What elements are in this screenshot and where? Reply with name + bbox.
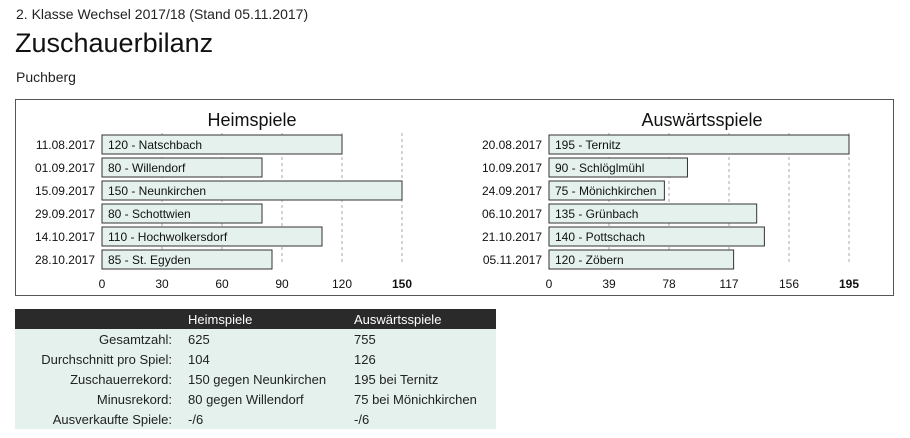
stats-away-value: 195 bei Ternitz <box>348 369 496 389</box>
stats-away-value: -/6 <box>348 409 496 429</box>
stats-away-value: 126 <box>348 349 496 369</box>
home-bar-label: 150 - Neunkirchen <box>108 184 206 198</box>
away-bar <box>548 157 688 178</box>
stats-home-value: 104 <box>182 349 348 369</box>
away-tick-label: 156 <box>779 277 799 291</box>
home-tick-label: 150 <box>392 277 412 291</box>
home-bar <box>101 226 323 247</box>
away-bar <box>548 134 850 155</box>
away-bar-label: 90 - Schlöglmühl <box>555 161 644 175</box>
away-tick-label: 78 <box>662 277 676 291</box>
stats-home-value: 150 gegen Neunkirchen <box>182 369 348 389</box>
home-bar <box>101 180 403 201</box>
home-tick-label: 60 <box>215 277 229 291</box>
league-subheading: 2. Klasse Wechsel 2017/18 (Stand 05.11.2… <box>16 6 309 22</box>
home-date-label: 15.09.2017 <box>35 184 95 198</box>
stats-row-label: Gesamtzahl: <box>15 329 182 349</box>
away-chart-title: Auswärtsspiele <box>641 110 762 130</box>
stats-header-row: Heimspiele Auswärtsspiele <box>15 309 496 329</box>
away-tick-label: 195 <box>839 277 859 291</box>
away-date-label: 05.11.2017 <box>483 253 542 267</box>
away-bar <box>548 226 765 247</box>
stats-row-label: Durchschnitt pro Spiel: <box>15 349 182 369</box>
away-date-label: 06.10.2017 <box>482 207 542 221</box>
table-row: Ausverkaufte Spiele: -/6 -/6 <box>15 409 496 429</box>
stats-row-label: Ausverkaufte Spiele: <box>15 409 182 429</box>
away-date-label: 20.08.2017 <box>482 138 542 152</box>
home-bar-label: 85 - St. Egyden <box>108 253 191 267</box>
home-bar <box>101 249 273 270</box>
home-bar <box>101 203 263 224</box>
away-bar <box>548 203 758 224</box>
stats-home-value: -/6 <box>182 409 348 429</box>
home-tick-label: 30 <box>155 277 169 291</box>
away-date-label: 10.09.2017 <box>482 161 542 175</box>
home-date-label: 28.10.2017 <box>35 253 95 267</box>
home-date-label: 01.09.2017 <box>35 161 95 175</box>
table-row: Durchschnitt pro Spiel: 104 126 <box>15 349 496 369</box>
home-bar <box>101 157 263 178</box>
home-bar-label: 120 - Natschbach <box>108 138 202 152</box>
stats-row-label: Zuschauerrekord: <box>15 369 182 389</box>
club-name: Puchberg <box>16 69 76 85</box>
stats-header-blank <box>15 309 182 329</box>
away-bar <box>548 180 665 201</box>
home-date-label: 11.08.2017 <box>36 138 95 152</box>
page-title: Zuschauerbilanz <box>15 28 214 58</box>
away-tick-label: 0 <box>546 277 553 291</box>
away-tick-label: 117 <box>719 277 738 291</box>
home-bar-label: 80 - Schottwien <box>108 207 191 221</box>
home-date-label: 14.10.2017 <box>35 230 95 244</box>
away-bar-label: 195 - Ternitz <box>555 138 621 152</box>
table-row: Zuschauerrekord: 150 gegen Neunkirchen 1… <box>15 369 496 389</box>
home-chart-title: Heimspiele <box>207 110 296 130</box>
stats-home-value: 625 <box>182 329 348 349</box>
home-tick-label: 90 <box>275 277 289 291</box>
home-bar <box>101 134 343 155</box>
away-bar-label: 120 - Zöbern <box>555 253 624 267</box>
away-bar-label: 75 - Mönichkirchen <box>555 184 656 198</box>
chart-frame: Heimspiele 0 30 60 90 120 150 120 - Natschbach 1… <box>15 99 894 296</box>
stats-away-value: 755 <box>348 329 496 349</box>
stats-away-value: 75 bei Mönichkirchen <box>348 389 496 409</box>
stats-header-away: Auswärtsspiele <box>348 309 496 329</box>
home-tick-label: 0 <box>99 277 106 291</box>
stats-header-home: Heimspiele <box>182 309 348 329</box>
stats-table: Heimspiele Auswärtsspiele Gesamtzahl: 62… <box>15 309 496 429</box>
home-date-label: 29.09.2017 <box>35 207 95 221</box>
table-row: Gesamtzahl: 625 755 <box>15 329 496 349</box>
away-bar <box>548 249 735 270</box>
table-row: Minusrekord: 80 gegen Willendorf 75 bei … <box>15 389 496 409</box>
away-bar-label: 135 - Grünbach <box>555 207 638 221</box>
home-bar-label: 80 - Willendorf <box>108 161 186 175</box>
charts-svg: Heimspiele 0 30 60 90 120 150 120 - Natschbach 1… <box>35 110 859 291</box>
away-tick-label: 39 <box>602 277 616 291</box>
away-bar-label: 140 - Pottschach <box>555 230 645 244</box>
stats-row-label: Minusrekord: <box>15 389 182 409</box>
stats-home-value: 80 gegen Willendorf <box>182 389 348 409</box>
away-date-label: 24.09.2017 <box>482 184 542 198</box>
home-bar-label: 110 - Hochwolkersdorf <box>108 230 228 244</box>
away-date-label: 21.10.2017 <box>482 230 542 244</box>
home-tick-label: 120 <box>332 277 352 291</box>
